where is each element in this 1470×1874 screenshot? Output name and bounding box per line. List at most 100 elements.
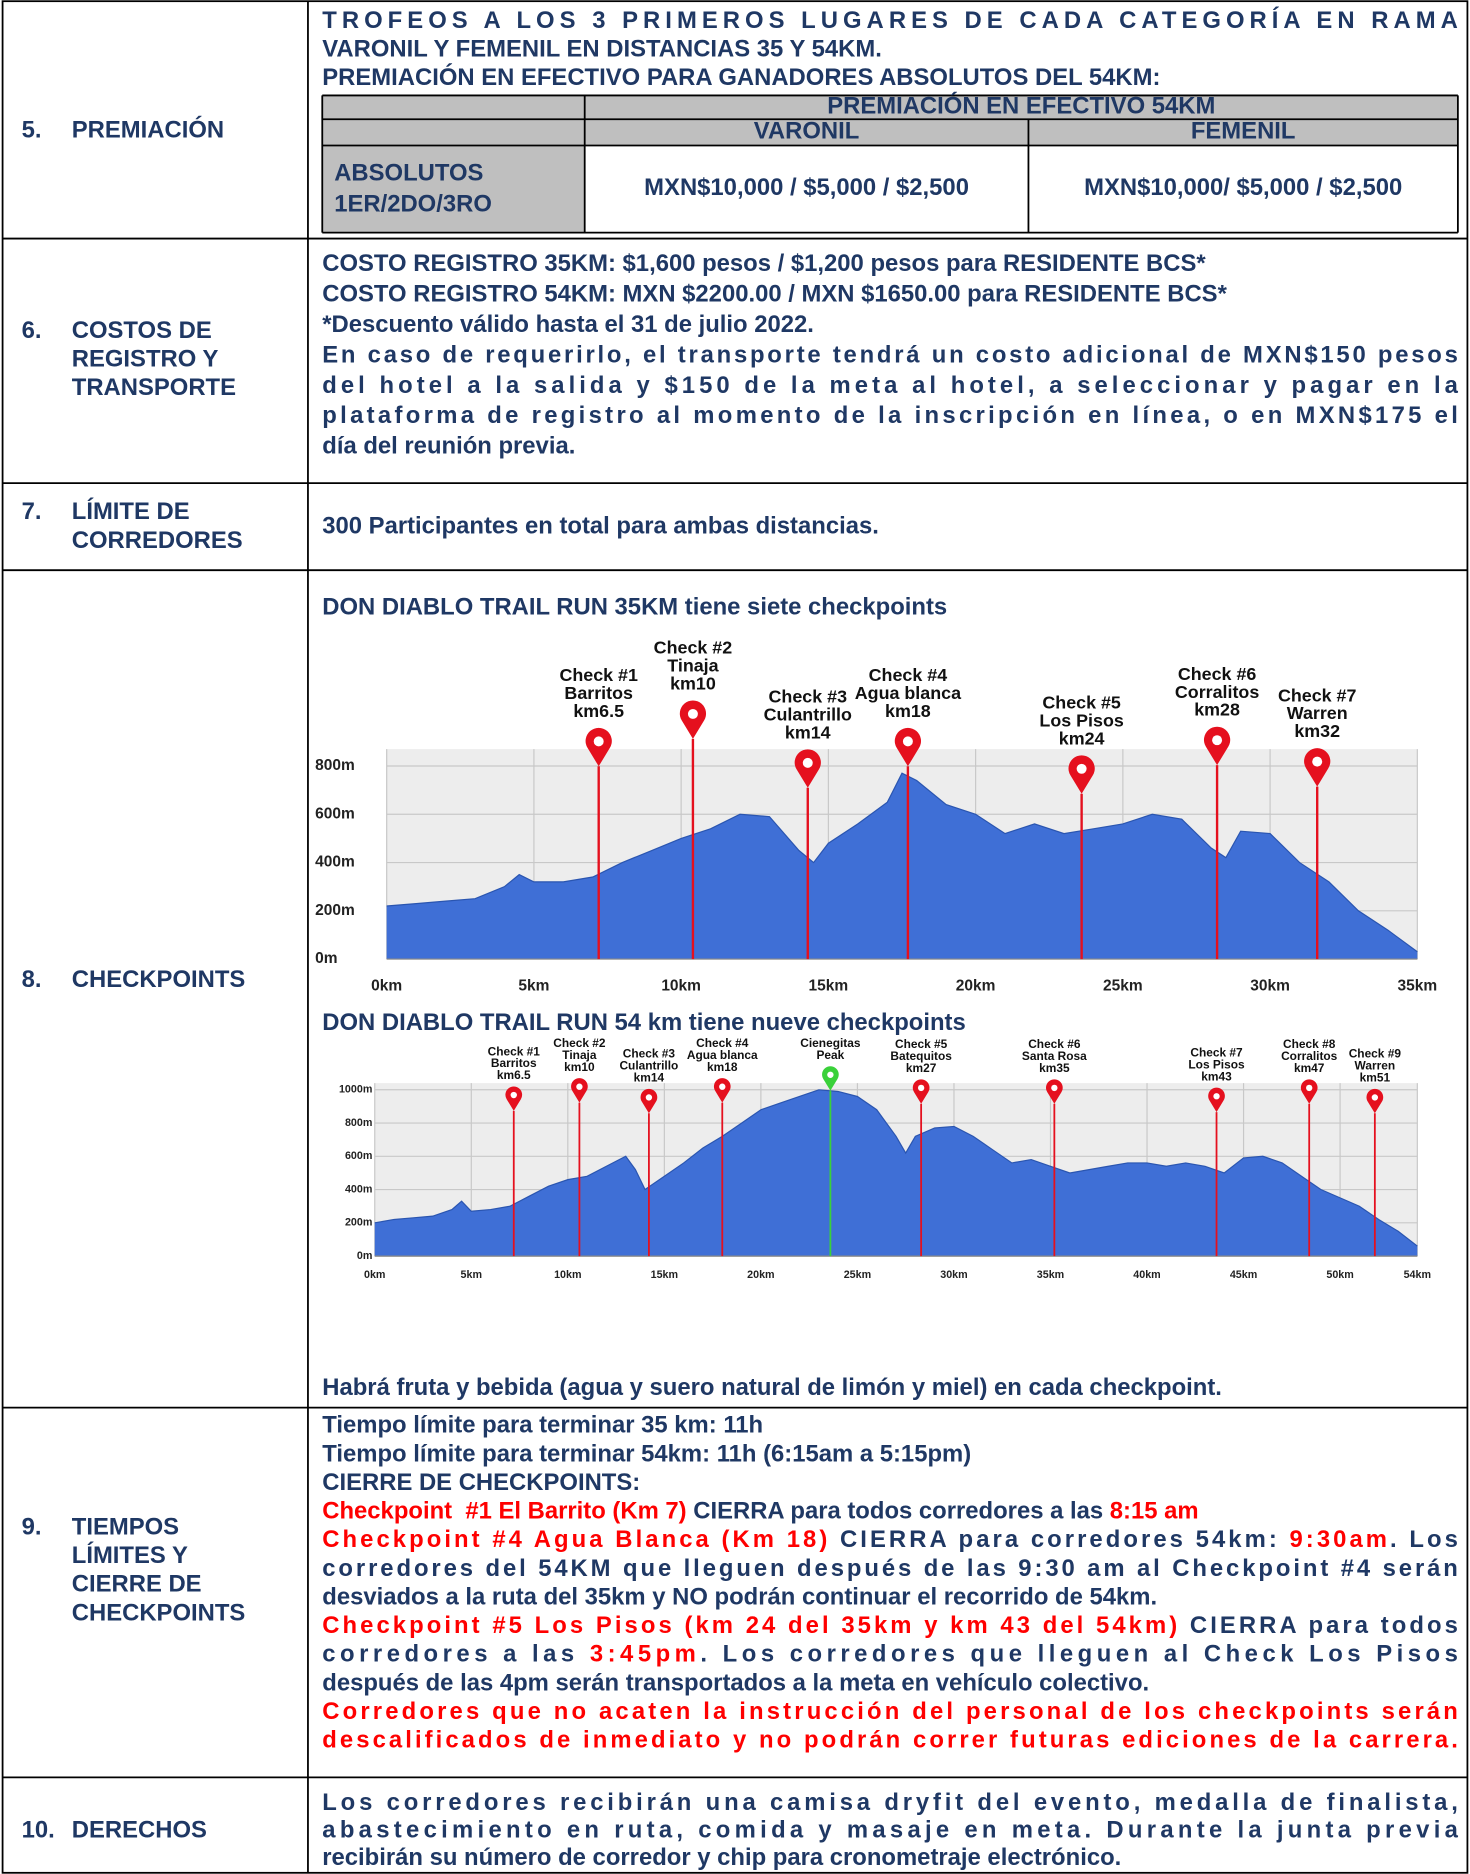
checkpoint-pin	[894, 727, 922, 960]
text-span: 3:45pm	[590, 1641, 696, 1668]
checkpoint-label: Culantrillo	[764, 704, 852, 724]
x-tick-label: 30km	[1250, 978, 1290, 995]
pin-head	[640, 1088, 658, 1114]
section-label: CORREDORES	[72, 527, 243, 554]
text-span: Corredores que no acaten la instrucción …	[322, 1698, 1458, 1725]
section-label: LÍMITE DE	[72, 497, 190, 525]
text-span: CIERRE DE CHECKPOINTS:	[322, 1469, 640, 1496]
section-label: LÍMITES Y	[72, 1541, 188, 1569]
text-span: después de las 4pm serán transportados a…	[322, 1670, 1149, 1697]
checkpoint-label: Batequitos	[890, 1049, 952, 1063]
checkpoint-label: Check #7	[1190, 1045, 1243, 1059]
x-tick-label: 15km	[651, 1269, 678, 1281]
pin-head	[585, 727, 612, 767]
profile-title: DON DIABLO TRAIL RUN 54 km tiene nueve c…	[322, 1009, 965, 1036]
checkpoint-pin	[912, 1079, 930, 1257]
section-number: 6.	[22, 317, 42, 344]
pin-head	[822, 1066, 839, 1091]
checkpoint-label: Check #4	[869, 665, 948, 685]
pin-dot	[1213, 1093, 1220, 1100]
text-line: abastecimiento en ruta, comida y masaje …	[322, 1816, 1458, 1843]
text-span: desviados a la ruta del 35km y NO podrán…	[322, 1584, 1157, 1611]
checkpoint-label: Los Pisos	[1039, 710, 1123, 730]
checkpoint-label: Barritos	[491, 1056, 537, 1070]
checkpoint-label: Tinaja	[562, 1048, 597, 1062]
checkpoint-label: Peak	[816, 1048, 844, 1062]
checkpoint-pin	[794, 749, 821, 960]
section-label: CHECKPOINTS	[72, 966, 246, 993]
elevation-area	[374, 1089, 1418, 1257]
checkpoint-pin	[1068, 755, 1095, 960]
text-line: Checkpoint #5 Los Pisos (km 24 del 35km …	[322, 1612, 1458, 1639]
table-cell: MXN$10,000/ $5,000 / $2,500	[1084, 174, 1402, 201]
text-line: desviados a la ruta del 35km y NO podrán…	[322, 1584, 1157, 1611]
x-tick-label: 35km	[1397, 978, 1437, 995]
checkpoint-label: Check #2	[553, 1036, 606, 1050]
pin-dot	[1212, 735, 1223, 746]
checkpoint-pin	[585, 727, 612, 960]
section-label: TIEMPOS	[72, 1513, 179, 1540]
checkpoint-label: Check #1	[488, 1044, 541, 1058]
checkpoint-label: km6.5	[573, 701, 624, 721]
section-number: 8.	[22, 966, 42, 993]
text-line: PREMIACIÓN EN EFECTIVO PARA GANADORES AB…	[322, 63, 1160, 91]
checkpoint-pin	[505, 1086, 523, 1257]
checkpoint-label: km28	[1194, 700, 1240, 720]
pin-dot	[902, 736, 913, 747]
pin-dot	[645, 1094, 653, 1101]
checkpoint-label: Check #3	[623, 1047, 676, 1061]
section-label: REGISTRO Y	[72, 346, 219, 373]
x-tick-label: 5km	[461, 1269, 482, 1281]
pin-head	[1068, 755, 1095, 794]
checkpoint-label: km14	[785, 722, 831, 742]
pin-head	[679, 700, 707, 739]
pin-dot	[1051, 1084, 1058, 1092]
pin-dot	[827, 1071, 834, 1078]
text-line: corredores a las 3:45pm. Los corredores …	[322, 1641, 1458, 1668]
y-tick-label: 600m	[345, 1150, 372, 1162]
checkpoint-pin	[1366, 1088, 1384, 1257]
x-tick-label: 45km	[1230, 1269, 1257, 1281]
checkpoint-label: Check #5	[895, 1037, 948, 1051]
section-number: 5.	[22, 117, 42, 144]
section-label: PREMIACIÓN	[72, 116, 224, 144]
section-label: DERECHOS	[72, 1816, 207, 1843]
text-line: descalificados de inmediato y no podrán …	[322, 1727, 1458, 1754]
pin-head	[1304, 748, 1331, 787]
pin-head	[505, 1086, 523, 1111]
y-tick-label: 800m	[345, 1117, 372, 1129]
profile-title: DON DIABLO TRAIL RUN 35KM tiene siete ch…	[322, 594, 947, 621]
checkpoint-label: km10	[670, 673, 716, 693]
table-cell: ABSOLUTOS	[334, 159, 483, 186]
checkpoint-label: km6.5	[497, 1068, 531, 1082]
x-tick-label: 5km	[518, 978, 549, 995]
checkpoint-label: km14	[634, 1071, 665, 1085]
pin-dot	[1312, 756, 1323, 767]
checkpoint-label: km51	[1360, 1071, 1391, 1085]
x-tick-label: 54km	[1404, 1269, 1431, 1281]
y-tick-label: 400m	[315, 854, 355, 871]
y-tick-label: 800m	[315, 757, 355, 774]
pin-head	[1203, 726, 1231, 766]
text-line: recibirán su número de corredor y chip p…	[322, 1844, 1121, 1871]
checkpoint-label: Santa Rosa	[1022, 1049, 1087, 1063]
x-tick-label: 15km	[809, 978, 849, 995]
pin-dot	[1076, 763, 1087, 774]
checkpoint-label: Cienegitas	[800, 1036, 861, 1050]
text-line: TROFEOS A LOS 3 PRIMEROS LUGARES DE CADA…	[322, 6, 1458, 34]
checkpoint-label: Agua blanca	[687, 1048, 758, 1062]
y-tick-label: 0m	[315, 950, 337, 967]
text-span: CIERRA para corredores 54km:	[830, 1526, 1286, 1553]
section-label: TRANSPORTE	[72, 374, 236, 401]
checkpoint-label: Tinaja	[667, 656, 719, 676]
x-tick-label: 20km	[747, 1269, 774, 1281]
pin-head	[794, 749, 821, 788]
section-label: CHECKPOINTS	[72, 1599, 246, 1626]
pin-head	[1366, 1088, 1384, 1114]
text-span: Tiempo límite para terminar 35 km: 11h	[322, 1412, 763, 1439]
text-line: plataforma de registro al momento de la …	[322, 402, 1458, 429]
checkpoint-label: Check #8	[1283, 1037, 1336, 1051]
text-line: COSTO REGISTRO 35KM: $1,600 pesos / $1,2…	[322, 250, 1206, 277]
text-line: 300 Participantes en total para ambas di…	[322, 513, 879, 540]
text-line: Tiempo límite para terminar 35 km: 11h	[322, 1412, 763, 1439]
